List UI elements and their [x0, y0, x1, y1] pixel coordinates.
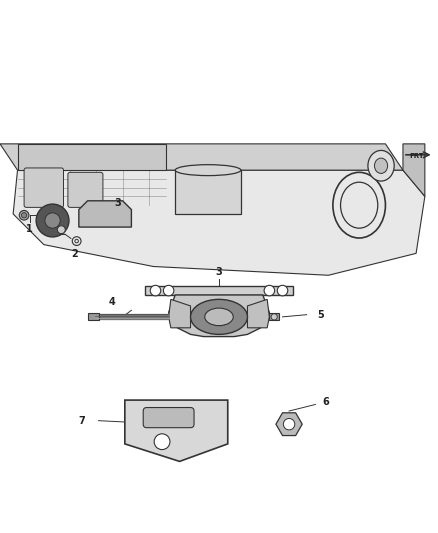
- Ellipse shape: [205, 308, 233, 326]
- Circle shape: [154, 434, 170, 449]
- Ellipse shape: [21, 213, 27, 218]
- FancyBboxPatch shape: [88, 313, 99, 320]
- FancyBboxPatch shape: [269, 313, 279, 320]
- FancyBboxPatch shape: [143, 408, 194, 427]
- Polygon shape: [175, 170, 241, 214]
- Ellipse shape: [368, 150, 394, 181]
- Polygon shape: [18, 144, 166, 170]
- Polygon shape: [247, 300, 269, 328]
- Ellipse shape: [45, 213, 60, 228]
- Text: 4: 4: [108, 297, 115, 307]
- Text: 7: 7: [79, 416, 85, 426]
- FancyBboxPatch shape: [24, 168, 64, 207]
- Text: 2: 2: [71, 249, 78, 259]
- Ellipse shape: [175, 165, 241, 175]
- Polygon shape: [169, 300, 191, 328]
- Polygon shape: [403, 144, 425, 197]
- Text: 1: 1: [26, 223, 33, 233]
- Text: 6: 6: [322, 397, 328, 407]
- FancyBboxPatch shape: [68, 172, 103, 207]
- Text: 3: 3: [114, 198, 120, 208]
- Polygon shape: [0, 144, 403, 170]
- Circle shape: [271, 314, 277, 320]
- Ellipse shape: [19, 211, 29, 220]
- Text: 3: 3: [215, 267, 223, 277]
- Text: FRT: FRT: [410, 152, 424, 159]
- Circle shape: [283, 418, 295, 430]
- Ellipse shape: [191, 300, 247, 334]
- Polygon shape: [145, 286, 293, 295]
- Polygon shape: [13, 170, 425, 275]
- Ellipse shape: [57, 226, 65, 233]
- Circle shape: [163, 285, 174, 296]
- Polygon shape: [125, 400, 228, 462]
- Circle shape: [150, 285, 161, 296]
- Ellipse shape: [36, 204, 69, 237]
- Text: 5: 5: [318, 310, 324, 320]
- Circle shape: [277, 285, 288, 296]
- Ellipse shape: [374, 158, 388, 173]
- Circle shape: [264, 285, 275, 296]
- Polygon shape: [79, 201, 131, 227]
- Polygon shape: [169, 295, 269, 336]
